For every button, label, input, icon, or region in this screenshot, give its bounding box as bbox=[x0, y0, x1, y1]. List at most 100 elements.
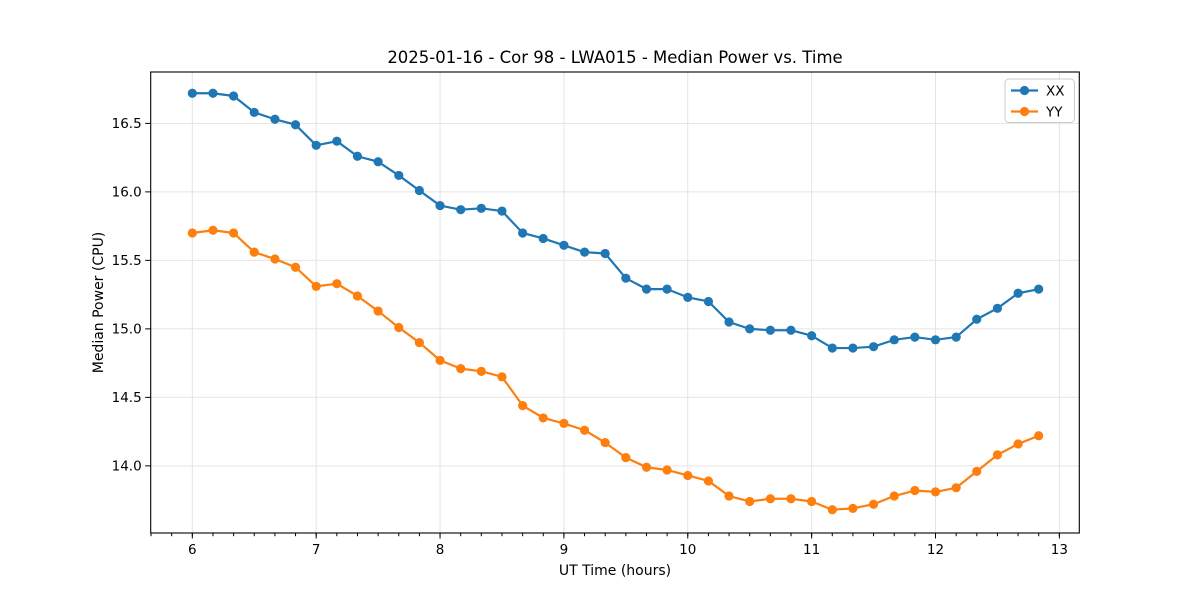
data-point-YY bbox=[930, 487, 941, 497]
data-point-XX bbox=[662, 284, 672, 294]
x-tick-label: 6 bbox=[188, 542, 197, 558]
data-point-XX bbox=[621, 273, 631, 283]
legend-marker-XX bbox=[1019, 85, 1030, 96]
series-layer bbox=[187, 88, 1044, 515]
plot-frame bbox=[150, 71, 1080, 534]
data-point-XX bbox=[538, 233, 548, 244]
data-point-YY bbox=[497, 372, 507, 382]
data-point-YY bbox=[1013, 439, 1023, 449]
data-point-XX bbox=[208, 88, 218, 98]
data-point-XX bbox=[518, 228, 528, 238]
data-point-YY bbox=[765, 494, 775, 504]
data-point-YY bbox=[228, 228, 239, 238]
data-point-YY bbox=[352, 291, 363, 301]
x-axis-label: UT Time (hours) bbox=[559, 563, 671, 579]
data-point-YY bbox=[208, 225, 218, 235]
legend-label-XX: XX bbox=[1046, 83, 1065, 99]
series-line-XX bbox=[192, 92, 1039, 350]
data-point-XX bbox=[868, 342, 879, 352]
data-point-YY bbox=[538, 413, 548, 423]
data-point-YY bbox=[786, 494, 796, 504]
data-point-YY bbox=[456, 364, 466, 374]
y-tick-label: 16.5 bbox=[112, 116, 142, 132]
data-point-YY bbox=[1034, 431, 1044, 441]
data-point-YY bbox=[414, 337, 424, 348]
x-tick-label: 8 bbox=[436, 542, 445, 558]
x-tick-label: 9 bbox=[560, 542, 569, 558]
data-point-XX bbox=[414, 185, 424, 196]
data-point-YY bbox=[992, 450, 1003, 460]
data-point-XX bbox=[641, 284, 652, 294]
data-point-XX bbox=[394, 170, 404, 181]
legend-label-YY: YY bbox=[1045, 104, 1063, 120]
data-point-XX bbox=[972, 314, 982, 324]
data-point-YY bbox=[270, 254, 280, 264]
chart-title: 2025-01-16 - Cor 98 - LWA015 - Median Po… bbox=[387, 48, 842, 67]
y-tick-label: 15.5 bbox=[112, 253, 142, 269]
data-point-XX bbox=[889, 335, 899, 345]
data-point-XX bbox=[435, 200, 445, 211]
data-point-XX bbox=[910, 332, 920, 342]
data-point-YY bbox=[641, 462, 652, 472]
data-point-YY bbox=[600, 437, 610, 448]
data-point-XX bbox=[745, 324, 755, 334]
data-point-YY bbox=[373, 306, 383, 316]
data-point-XX bbox=[497, 206, 507, 216]
data-point-XX bbox=[579, 247, 590, 257]
data-point-XX bbox=[683, 292, 693, 302]
data-point-XX bbox=[1013, 288, 1023, 298]
x-tick-label: 10 bbox=[679, 542, 696, 558]
data-point-YY bbox=[518, 400, 528, 411]
data-point-YY bbox=[579, 425, 590, 435]
data-point-XX bbox=[290, 120, 301, 130]
data-point-YY bbox=[848, 503, 858, 513]
data-point-XX bbox=[724, 317, 734, 327]
data-point-YY bbox=[827, 505, 837, 515]
data-point-YY bbox=[621, 453, 631, 463]
data-point-XX bbox=[559, 240, 569, 250]
series-line-YY bbox=[192, 229, 1040, 511]
data-point-XX bbox=[992, 303, 1003, 313]
y-axis-label: Median Power (CPU) bbox=[91, 232, 107, 374]
data-point-YY bbox=[476, 366, 486, 376]
grid bbox=[150, 72, 1080, 533]
data-point-YY bbox=[807, 496, 817, 507]
axis-ticks: 6 7 8 9 10 11 12 13 14.0 14.5 15.0 15.5 16.0 16.5 bbox=[112, 116, 1068, 558]
data-point-XX bbox=[807, 331, 817, 341]
data-point-XX bbox=[311, 140, 321, 150]
data-point-XX bbox=[456, 205, 466, 215]
data-point-YY bbox=[745, 496, 755, 507]
x-tick-label: 7 bbox=[312, 542, 321, 558]
x-tick-label: 12 bbox=[927, 542, 944, 558]
data-point-XX bbox=[352, 151, 363, 161]
data-point-YY bbox=[724, 491, 734, 501]
data-point-XX bbox=[270, 114, 280, 124]
y-tick-label: 14.0 bbox=[112, 459, 142, 475]
data-point-XX bbox=[187, 88, 197, 98]
data-point-XX bbox=[373, 157, 383, 167]
data-point-YY bbox=[187, 228, 197, 238]
data-point-YY bbox=[559, 418, 569, 429]
x-tick-label: 11 bbox=[803, 542, 820, 558]
data-point-YY bbox=[703, 476, 714, 486]
data-point-XX bbox=[827, 343, 837, 353]
data-point-YY bbox=[662, 465, 672, 475]
data-point-YY bbox=[435, 355, 445, 365]
data-point-XX bbox=[332, 136, 342, 146]
data-point-XX bbox=[703, 296, 714, 307]
data-point-XX bbox=[951, 332, 961, 342]
data-point-XX bbox=[1034, 284, 1044, 294]
data-point-YY bbox=[290, 262, 301, 272]
data-point-XX bbox=[249, 107, 259, 118]
data-point-YY bbox=[889, 491, 899, 501]
data-point-YY bbox=[868, 499, 879, 509]
y-tick-label: 16.0 bbox=[112, 185, 142, 201]
y-tick-label: 15.0 bbox=[112, 322, 142, 338]
data-point-XX bbox=[600, 248, 610, 259]
x-tick-label: 13 bbox=[1051, 542, 1068, 558]
data-point-XX bbox=[765, 325, 775, 335]
data-point-YY bbox=[311, 281, 321, 292]
data-point-YY bbox=[951, 483, 961, 493]
